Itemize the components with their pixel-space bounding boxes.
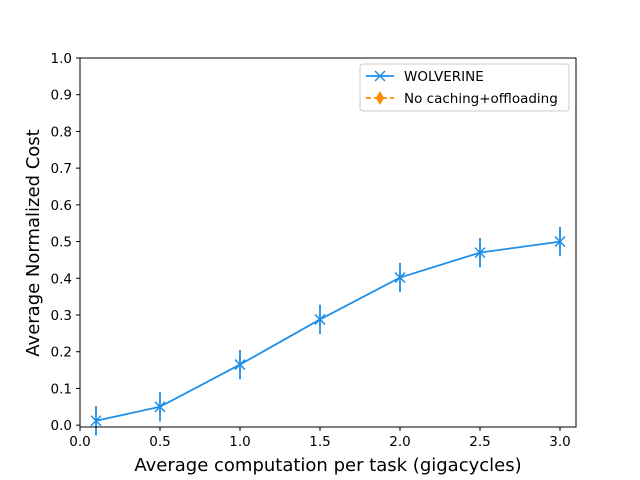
data-point bbox=[154, 401, 166, 413]
x-tick-label: 3.0 bbox=[549, 434, 570, 450]
data-point bbox=[474, 247, 486, 259]
legend-label: WOLVERINE bbox=[404, 69, 484, 85]
y-tick-label: 0.0 bbox=[51, 418, 72, 434]
y-tick-label: 0.8 bbox=[51, 124, 72, 140]
y-tick-label: 0.6 bbox=[51, 198, 72, 214]
marker-stroke bbox=[554, 236, 566, 248]
y-tick-label: 0.1 bbox=[51, 381, 72, 397]
y-tick-label: 0.7 bbox=[51, 161, 72, 177]
data-point bbox=[394, 272, 406, 284]
legend-marker bbox=[375, 91, 385, 105]
data-point bbox=[554, 236, 566, 248]
marker-stroke bbox=[394, 272, 406, 284]
marker-stroke bbox=[90, 415, 102, 427]
series-0 bbox=[90, 226, 566, 436]
legend-item: WOLVERINE bbox=[366, 69, 484, 85]
y-tick-label: 0.5 bbox=[51, 235, 72, 251]
y-tick-label: 0.3 bbox=[51, 308, 72, 324]
marker-stroke bbox=[474, 247, 486, 259]
x-tick-label: 1.0 bbox=[229, 434, 250, 450]
data-point bbox=[90, 415, 102, 427]
x-tick-label: 1.5 bbox=[309, 434, 330, 450]
y-tick-label: 0.4 bbox=[51, 271, 72, 287]
marker-stroke bbox=[374, 70, 386, 82]
x-tick-label: 2.0 bbox=[389, 434, 410, 450]
x-tick-label: 0.5 bbox=[149, 434, 170, 450]
marker-stroke bbox=[314, 313, 326, 325]
data-point bbox=[234, 359, 246, 371]
axes-frame bbox=[79, 57, 577, 428]
marker-stroke bbox=[154, 401, 166, 413]
legend-item: No caching+offloading bbox=[366, 91, 558, 107]
axis-ticks: 0.0 0.5 1.0 1.5 2.0 2.5 3.0 0.0 0.1 0.2 0.3 0.4 0.5 0… bbox=[51, 51, 571, 450]
legend-label: No caching+offloading bbox=[404, 91, 558, 107]
y-tick-label: 0.2 bbox=[51, 345, 72, 361]
y-axis-label: Average Normalized Cost bbox=[23, 129, 44, 356]
data-point bbox=[314, 313, 326, 325]
marker-stroke bbox=[234, 359, 246, 371]
legend-box bbox=[359, 63, 570, 112]
x-tick-label: 2.5 bbox=[469, 434, 490, 450]
x-tick-label: 0.0 bbox=[69, 434, 90, 450]
legend-marker bbox=[374, 70, 386, 82]
plot-area bbox=[90, 226, 566, 436]
y-tick-label: 1.0 bbox=[51, 51, 72, 67]
x-axis-label: Average computation per task (gigacycles… bbox=[134, 455, 521, 476]
legend: WOLVERINE No caching+offloading bbox=[359, 63, 570, 112]
y-tick-label: 0.9 bbox=[51, 88, 72, 104]
